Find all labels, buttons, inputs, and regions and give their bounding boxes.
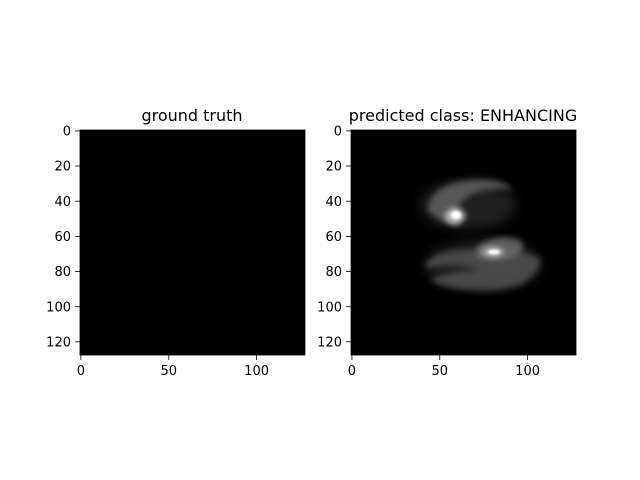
y-tick-label: 100 <box>317 300 342 315</box>
x-axis: 0 50 100 <box>77 355 269 379</box>
x-tick-label: 0 <box>348 364 356 379</box>
lower-crescent <box>425 248 540 291</box>
x-tick-label: 50 <box>432 364 449 379</box>
y-tick-label: 80 <box>54 265 71 280</box>
x-tick-label: 0 <box>77 364 85 379</box>
y-tick-label: 80 <box>325 265 342 280</box>
image-prediction-frame <box>350 129 577 356</box>
y-tick-label: 40 <box>54 195 71 210</box>
y-tick-label: 60 <box>54 230 71 245</box>
y-tick-label: 0 <box>63 125 71 140</box>
panel-title: ground truth <box>141 106 242 125</box>
y-tick-label: 40 <box>325 195 342 210</box>
y-tick-label: 20 <box>54 160 71 175</box>
y-tick-label: 0 <box>334 125 342 140</box>
x-tick-label: 100 <box>244 364 269 379</box>
x-axis: 0 50 100 <box>348 355 540 379</box>
y-tick-label: 100 <box>46 300 71 315</box>
y-tick-label: 60 <box>325 230 342 245</box>
panel-prediction: predicted class: ENHANCING 0 20 40 <box>317 106 577 379</box>
x-tick-label: 50 <box>161 364 178 379</box>
y-tick-label: 20 <box>325 160 342 175</box>
y-axis: 0 20 40 60 80 100 120 <box>46 125 80 350</box>
image-ground-truth <box>79 129 306 356</box>
y-tick-label: 120 <box>46 335 71 350</box>
panel-title: predicted class: ENHANCING <box>349 106 577 125</box>
panel-ground-truth: ground truth 0 20 40 60 80 100 120 0 50 … <box>46 106 306 379</box>
y-tick-label: 120 <box>317 335 342 350</box>
y-axis: 0 20 40 60 80 100 120 <box>317 125 351 350</box>
hotspot-upper-core <box>451 211 461 219</box>
prediction-heatmap <box>420 179 541 291</box>
hotspot-lower-core <box>488 249 500 255</box>
x-tick-label: 100 <box>515 364 540 379</box>
